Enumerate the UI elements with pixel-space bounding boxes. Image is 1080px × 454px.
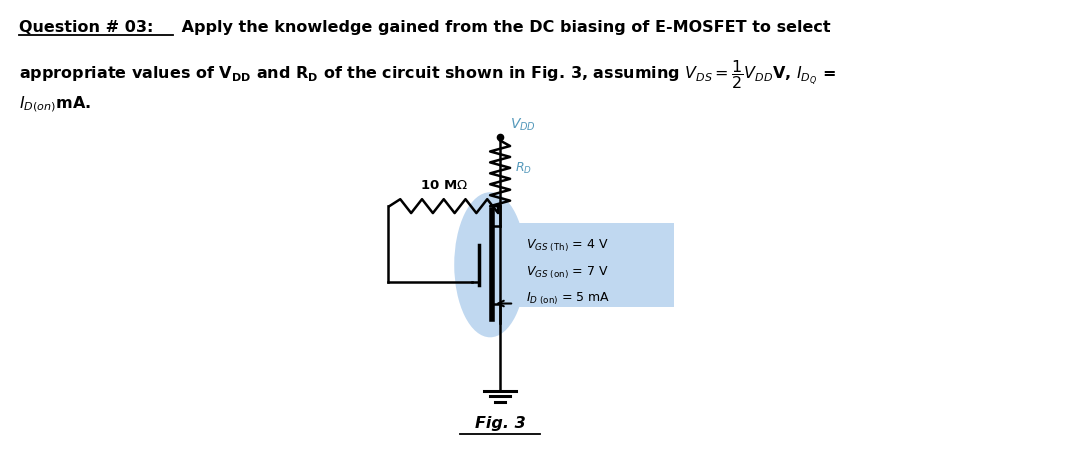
Text: Apply the knowledge gained from the DC biasing of E-MOSFET to select: Apply the knowledge gained from the DC b… [176,20,831,35]
Text: Fig. 3: Fig. 3 [475,416,526,431]
Text: $R_D$: $R_D$ [515,161,532,176]
Text: 10 M$\Omega$: 10 M$\Omega$ [420,179,468,192]
Text: $V_{GS\ \mathregular{(Th)}}$ = 4 V: $V_{GS\ \mathregular{(Th)}}$ = 4 V [526,238,609,254]
Text: $I_{D(on)}$mA.: $I_{D(on)}$mA. [19,95,92,114]
Text: $I_{D\ \mathregular{(on)}}$ = 5 mA: $I_{D\ \mathregular{(on)}}$ = 5 mA [526,291,610,307]
FancyBboxPatch shape [517,223,674,306]
Ellipse shape [455,192,526,337]
Text: Question # 03:: Question # 03: [19,20,153,35]
Text: appropriate values of $\mathbf{V_{DD}}$ and $\mathbf{R_D}$ of the circuit shown : appropriate values of $\mathbf{V_{DD}}$ … [19,58,836,91]
Text: $V_{DD}$: $V_{DD}$ [510,116,536,133]
Text: $V_{GS\ \mathregular{(on)}}$ = 7 V: $V_{GS\ \mathregular{(on)}}$ = 7 V [526,264,609,281]
